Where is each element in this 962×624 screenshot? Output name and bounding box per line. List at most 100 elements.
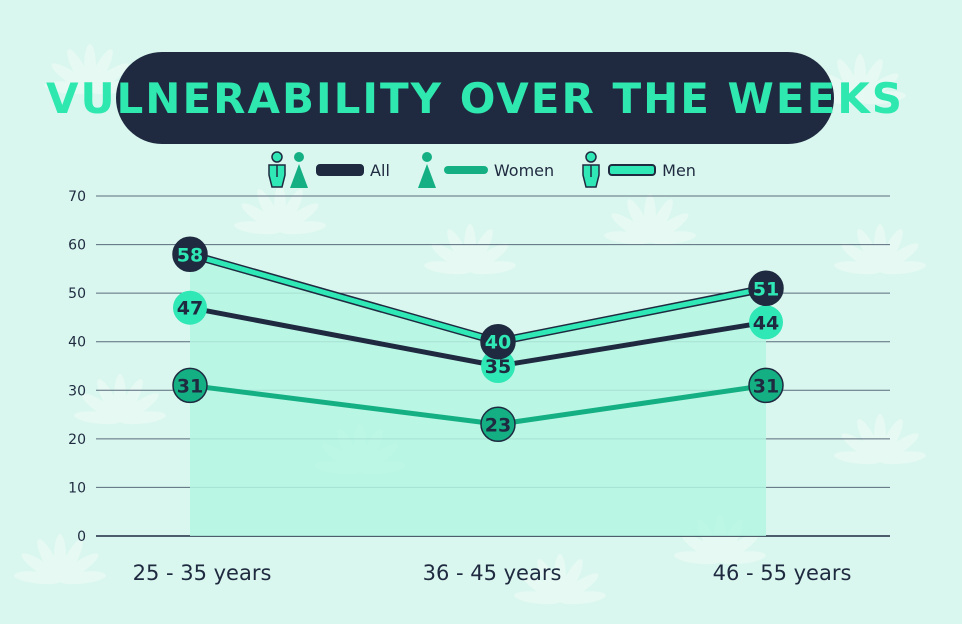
legend-swatch-all xyxy=(316,164,365,176)
leaf-blade xyxy=(84,44,96,92)
woman-icon xyxy=(417,152,436,188)
leaf-blade xyxy=(467,229,493,272)
point-layer: 47 35 44 31 23 31 58 40 51 xyxy=(172,236,784,443)
legend-label-all: All xyxy=(370,160,390,180)
data-label-all: 35 xyxy=(485,356,511,378)
y-tick-label: 40 xyxy=(68,335,86,351)
leaf-blade xyxy=(118,393,159,423)
leaf-blade xyxy=(74,411,122,425)
leaf-blade xyxy=(67,49,93,92)
leaf-icon xyxy=(424,224,516,275)
leaf-icon xyxy=(234,184,326,235)
leaf-icon xyxy=(44,44,136,95)
data-point-women xyxy=(480,406,516,443)
leaf-blade xyxy=(854,54,866,102)
leaf-blade xyxy=(878,451,926,465)
data-label-men: 58 xyxy=(177,244,203,266)
leaf-blade xyxy=(118,411,166,425)
chart-title: VULNERABILITY OVER THE WEEKS xyxy=(45,73,905,123)
leaf-blade xyxy=(37,539,63,582)
data-point-all xyxy=(481,349,515,383)
axis-layer: 25 - 35 years 36 - 45 years 46 - 55 years xyxy=(133,561,852,585)
leaf-blade xyxy=(874,224,886,272)
leaf-blade xyxy=(87,49,113,92)
leaf-blade xyxy=(857,229,883,272)
data-label-men: 51 xyxy=(753,278,779,300)
leaf-blade xyxy=(841,243,882,273)
data-label-men: 40 xyxy=(485,332,511,354)
data-label-women: 31 xyxy=(177,375,203,397)
leaf-blade xyxy=(834,261,882,275)
leaf-blade xyxy=(648,213,689,243)
leaf-blade xyxy=(877,229,903,272)
leaf-blade xyxy=(14,571,62,585)
leaf-blade xyxy=(554,554,566,602)
leaf-blade xyxy=(58,553,99,583)
leaf-icon xyxy=(14,534,106,585)
leaf-blade xyxy=(241,203,282,233)
leaf-blade xyxy=(51,63,92,93)
leaf-blade xyxy=(557,559,583,602)
leaf-blade xyxy=(468,243,509,273)
leaf-blade xyxy=(878,261,926,275)
legend-swatch-men xyxy=(608,164,657,176)
data-point-women xyxy=(748,367,784,404)
man-and-woman-icon xyxy=(268,151,309,188)
data-point-men xyxy=(172,236,208,273)
leaf-blade xyxy=(718,533,759,563)
leaf-blade xyxy=(718,551,766,565)
legend-swatch-women xyxy=(443,166,488,174)
data-point-men xyxy=(748,270,784,307)
leaf-blade xyxy=(874,414,886,462)
data-point-men xyxy=(480,323,516,360)
y-tick-label: 50 xyxy=(68,286,86,302)
leaf-blade xyxy=(857,59,883,102)
data-point-all xyxy=(173,290,207,325)
leaf-blade xyxy=(431,243,472,273)
leaf-blade xyxy=(21,553,62,583)
legend-item-all: All xyxy=(266,150,390,190)
leaf-blade xyxy=(858,91,906,105)
leaf-blade xyxy=(821,73,862,103)
leaf-blade xyxy=(464,224,476,272)
x-tick-label: 46 - 55 years xyxy=(713,561,852,585)
leaf-blade xyxy=(558,573,599,603)
x-tick-label: 36 - 45 years xyxy=(423,561,562,585)
data-label-all: 47 xyxy=(177,298,203,320)
leaf-blade xyxy=(611,213,652,243)
leaf-blade xyxy=(604,231,652,245)
leaf-blade xyxy=(537,559,563,602)
data-point-women xyxy=(172,367,208,404)
leaf-blade xyxy=(424,261,472,275)
leaf-blade xyxy=(857,419,883,462)
data-label-women: 23 xyxy=(485,414,511,436)
y-tick-label: 20 xyxy=(68,432,86,448)
leaf-blade xyxy=(278,203,319,233)
leaf-blade xyxy=(648,231,696,245)
leaf-blade xyxy=(521,573,562,603)
leaf-blade xyxy=(858,73,899,103)
leaf-blade xyxy=(54,534,66,582)
legend-label-women: Women xyxy=(493,160,555,180)
leaf-blade xyxy=(234,221,282,235)
leaf-icon xyxy=(834,414,926,465)
leaf-blade xyxy=(447,229,473,272)
leaf-icon xyxy=(514,554,606,605)
leaf-blade xyxy=(837,59,863,102)
y-tick-label: 60 xyxy=(68,238,86,254)
leaf-blade xyxy=(877,419,903,462)
legend-item-men: Men xyxy=(580,150,696,190)
x-tick-label: 25 - 35 years xyxy=(133,561,272,585)
leaf-blade xyxy=(257,189,283,232)
y-tick-label: 10 xyxy=(68,480,86,496)
leaf-blade xyxy=(44,81,92,95)
leaf-blade xyxy=(81,393,122,423)
leaf-blade xyxy=(627,199,653,242)
legend-item-women: Women xyxy=(416,150,554,190)
leaf-icon xyxy=(814,54,906,105)
y-tick-label: 30 xyxy=(68,383,86,399)
area-layer xyxy=(190,254,766,537)
leaf-blade xyxy=(647,199,673,242)
